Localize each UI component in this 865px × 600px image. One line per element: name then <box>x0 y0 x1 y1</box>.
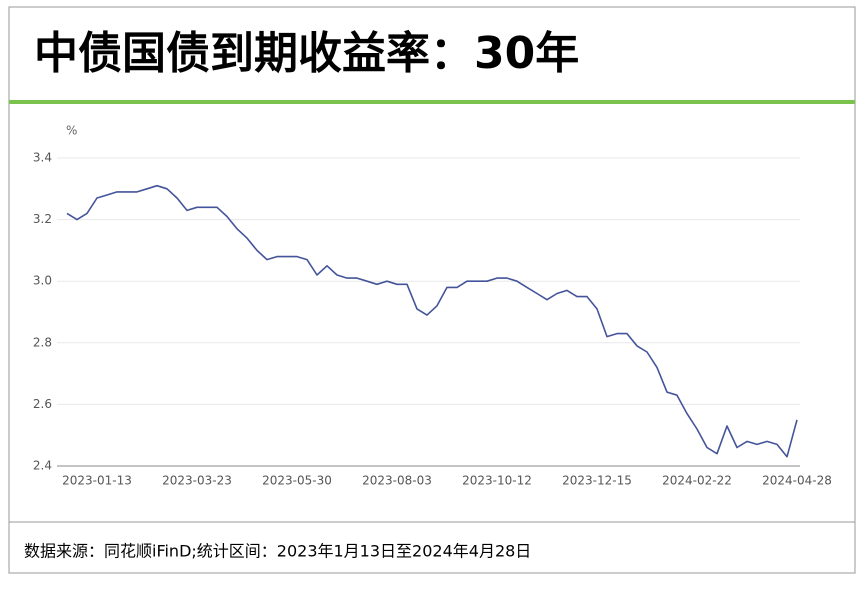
x-tick-label: 2023-08-03 <box>362 474 432 488</box>
x-tick-label: 2023-05-30 <box>262 474 332 488</box>
title: 中债国债到期收益率：30年 <box>34 28 579 79</box>
x-tick-label: 2024-02-22 <box>662 474 732 488</box>
y-unit: % <box>66 124 77 138</box>
series-line <box>66 184 798 458</box>
title-rule <box>9 100 855 104</box>
frame <box>8 6 856 574</box>
y-tick-label: 2.8 <box>33 335 52 349</box>
x-tick-label: 2024-04-28 <box>762 474 832 488</box>
x-tick-label: 2023-12-15 <box>562 474 632 488</box>
y-tick-label: 2.6 <box>33 397 52 411</box>
y-tick-label: 2.4 <box>33 459 52 473</box>
x-tick-label: 2023-03-23 <box>162 474 232 488</box>
y-tick-label: 3.0 <box>33 274 52 288</box>
x-tick-label: 2023-10-12 <box>462 474 532 488</box>
y-tick-label: 3.2 <box>33 212 52 226</box>
y-tick-label: 3.4 <box>33 151 52 165</box>
x-tick-label: 2023-01-13 <box>62 474 132 488</box>
source: 数据来源：同花顺iFinD;统计区间：2023年1月13日至2024年4月28日 <box>24 542 531 561</box>
